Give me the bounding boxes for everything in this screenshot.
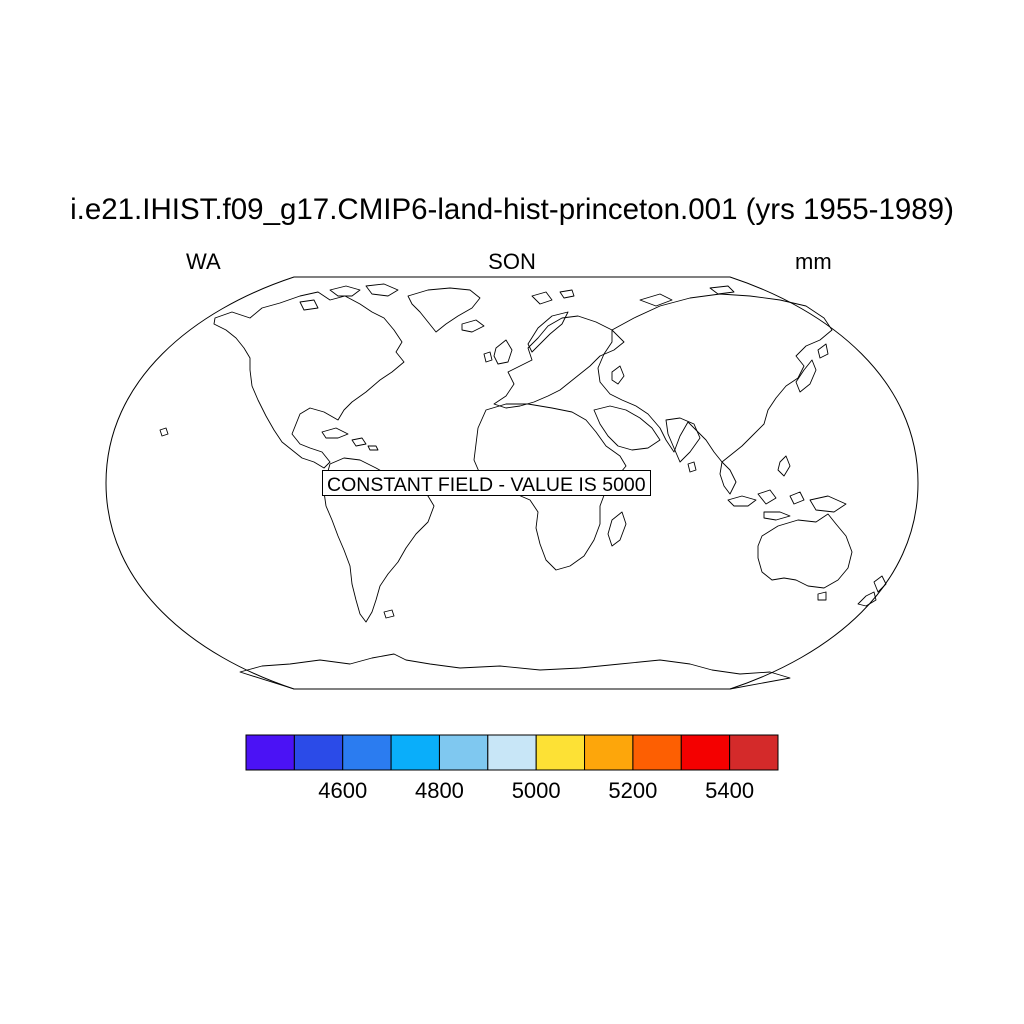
colorbar-box xyxy=(438,734,489,771)
colorbar-box xyxy=(390,734,440,771)
colorbar-box xyxy=(342,734,392,771)
coastline-japan xyxy=(795,343,829,393)
constant-field-message: CONSTANT FIELD - VALUE IS 5000 xyxy=(322,470,651,496)
coastline-arctic-islands xyxy=(299,283,399,311)
coastline-caspian xyxy=(611,365,625,385)
coastline-caribbean xyxy=(321,427,379,451)
colorbar-tick-label: 4600 xyxy=(318,778,368,803)
colorbar-tick-label: 4800 xyxy=(414,778,464,803)
colorbar-box xyxy=(729,734,779,771)
coastline-north-america xyxy=(213,291,405,469)
coastline-indonesia xyxy=(727,489,847,521)
colorbar-boxes xyxy=(245,734,779,771)
colorbar-box xyxy=(584,734,634,771)
colorbar-tick-label: 5400 xyxy=(705,778,755,803)
coastline-falklands xyxy=(383,609,395,619)
coastline-british-isles xyxy=(483,339,513,365)
colorbar-tick-label: 5200 xyxy=(608,778,658,803)
coastline-madagascar xyxy=(607,511,627,547)
colorbar-tick-label: 5000 xyxy=(511,778,561,803)
coastline-greenland xyxy=(407,287,481,333)
coastline-antarctica xyxy=(239,653,791,690)
season-label: SON xyxy=(488,249,536,274)
coastline-india xyxy=(665,417,701,463)
coastline-hawaii xyxy=(159,427,169,437)
colorbar-box xyxy=(680,734,731,771)
colorbar-box xyxy=(487,734,537,771)
coastline-arabia xyxy=(593,405,661,451)
plot-title: i.e21.IHIST.f09_g17.CMIP6-land-hist-prin… xyxy=(70,193,954,226)
coastline-scandinavia xyxy=(527,311,569,353)
colorbar-box xyxy=(293,734,344,771)
colorbar-box xyxy=(245,734,295,771)
coastline-sri-lanka xyxy=(687,461,697,473)
colorbar-box xyxy=(535,734,586,771)
variable-label: WA xyxy=(186,249,221,274)
coastline-australia xyxy=(757,513,853,589)
coastline-iceland xyxy=(461,319,485,333)
units-label: mm xyxy=(795,249,832,274)
coastline-new-zealand xyxy=(857,575,887,607)
coastlines xyxy=(159,283,887,690)
colorbar-box xyxy=(632,734,682,771)
coastline-tasmania xyxy=(817,591,827,601)
coastline-southeast-asia xyxy=(719,461,737,495)
coastline-philippines xyxy=(777,455,791,477)
coastline-asia xyxy=(597,293,833,463)
coastline-siberian-islands xyxy=(639,285,735,307)
coastline-svalbard xyxy=(531,289,575,305)
